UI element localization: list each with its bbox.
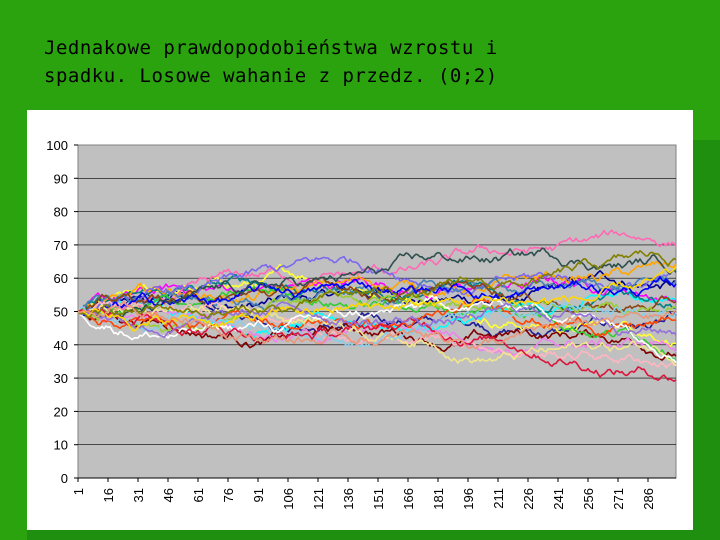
x-tick-label: 1: [71, 488, 86, 495]
x-tick-label: 106: [281, 488, 296, 510]
y-tick-label: 50: [54, 305, 68, 320]
series-line-26: [77, 249, 677, 319]
y-tick-label: 60: [54, 271, 68, 286]
x-tick-label: 31: [131, 488, 146, 502]
x-tick-label: 76: [221, 488, 236, 502]
series-line-23: [77, 308, 677, 382]
slide-title-line-2: spadku. Losowe wahanie z przedz. (0;2): [44, 65, 498, 87]
x-tick-label: 256: [581, 488, 596, 510]
x-tick-label: 286: [641, 488, 656, 510]
y-tick-label: 90: [54, 171, 68, 186]
x-tick-label: 241: [551, 488, 566, 510]
x-tick-label: 16: [101, 488, 116, 502]
decorative-band-right: [693, 140, 720, 540]
x-tick-label: 91: [251, 488, 266, 502]
x-tick-label: 181: [431, 488, 446, 510]
x-tick-label: 121: [311, 488, 326, 510]
series-line-12: [77, 275, 677, 313]
y-axis: 0 10 20 30 40 50 60 70 80 90 100: [46, 138, 78, 486]
slide-title-line-1: Jednakowe prawdopodobieństwa wzrostu i: [44, 37, 498, 59]
series-line-20: [77, 247, 677, 319]
x-tick-label: 226: [521, 488, 536, 510]
x-tick-label: 211: [491, 488, 506, 509]
x-tick-label: 61: [191, 488, 206, 502]
y-tick-label: 30: [54, 371, 68, 386]
series-line-21: [77, 302, 677, 348]
x-tick-label: 46: [161, 488, 176, 502]
x-tick-label: 151: [371, 488, 386, 510]
slide-title: Jednakowe prawdopodobieństwa wzrostu i s…: [44, 34, 684, 90]
x-tick-label: 196: [461, 488, 476, 510]
series-line-13: [77, 285, 677, 363]
series-line-6: [77, 311, 677, 361]
series-line-10: [77, 255, 677, 314]
y-tick-label: 70: [54, 238, 68, 253]
x-tick-label: 136: [341, 488, 356, 510]
decorative-band-bottom: [27, 530, 720, 540]
y-tick-label: 10: [54, 438, 68, 453]
y-tick-label: 80: [54, 205, 68, 220]
series-line-24: [77, 301, 677, 339]
x-tick-label: 271: [611, 488, 626, 510]
y-tick-label: 20: [54, 404, 68, 419]
series-group: [77, 229, 677, 382]
series-line-7: [77, 274, 677, 314]
y-tick-label: 100: [46, 138, 68, 153]
x-tick-label: 166: [401, 488, 416, 510]
y-tick-label: 40: [54, 338, 68, 353]
series-line-27: [77, 300, 677, 350]
series-line-9: [77, 229, 677, 316]
x-axis: 1 16 31 46 61 76 91 106 121 136 151 166 181 196 211 226…: [71, 477, 676, 510]
y-tick-label: 0: [61, 471, 68, 486]
